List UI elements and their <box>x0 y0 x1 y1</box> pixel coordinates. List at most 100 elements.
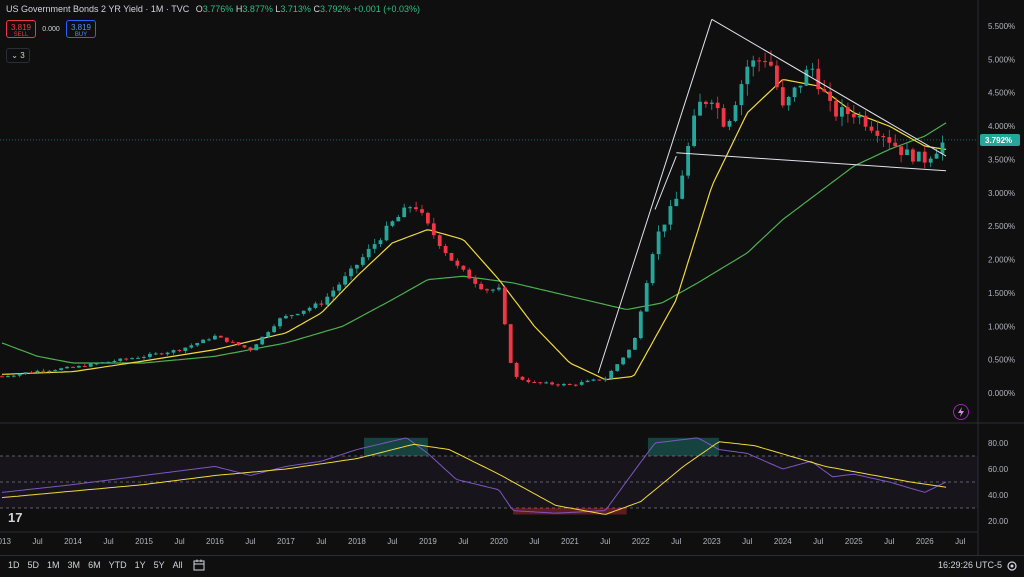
flash-icon[interactable] <box>953 404 969 420</box>
timeframe-all[interactable]: All <box>172 560 183 570</box>
time-tick-label: Jul <box>245 537 255 546</box>
timeframe-1y[interactable]: 1Y <box>134 560 146 570</box>
candle-body <box>59 368 63 371</box>
candle-body <box>443 246 448 253</box>
candle-body <box>851 113 856 118</box>
candle-body <box>863 115 868 127</box>
timeframe-5y[interactable]: 5Y <box>153 560 165 570</box>
timeframe-1m[interactable]: 1M <box>47 560 60 570</box>
candle-body <box>680 175 685 199</box>
candle-body <box>627 349 631 358</box>
candle-body <box>207 339 211 341</box>
timeframe-ytd[interactable]: YTD <box>108 560 127 570</box>
low-key: L <box>275 4 281 14</box>
candle-body <box>550 382 554 385</box>
gear-icon[interactable] <box>1006 559 1018 571</box>
candle-body <box>638 311 643 339</box>
candle-body <box>715 102 720 109</box>
candle-body <box>213 335 217 340</box>
candle-body <box>763 61 767 63</box>
candle-body <box>467 269 472 279</box>
time-tick-label: 2014 <box>64 537 82 546</box>
trendline <box>654 155 677 210</box>
time-tick-label: 2016 <box>206 537 224 546</box>
candle-body <box>621 357 625 365</box>
candle-body <box>189 345 194 348</box>
candle-body <box>508 324 513 363</box>
candle-body <box>656 231 661 255</box>
candle-body <box>875 130 880 136</box>
candle-body <box>272 326 276 333</box>
candle-body <box>437 235 442 246</box>
candle-body <box>828 91 832 101</box>
last-price-badge <box>980 134 1020 146</box>
candle-body <box>6 376 10 378</box>
candle-body <box>248 347 253 351</box>
sell-label: SELL <box>13 32 29 38</box>
candle-body <box>301 310 306 314</box>
candle-body <box>313 303 318 308</box>
indicators-count: 3 <box>20 51 25 60</box>
clock-timezone[interactable]: 16:29:26 UTC-5 <box>937 560 1002 570</box>
candle-body <box>775 65 779 88</box>
candle-body <box>585 380 590 383</box>
candle-body <box>692 115 696 146</box>
candle-body <box>378 240 383 245</box>
candle-body <box>840 107 844 117</box>
candle-body <box>148 353 152 357</box>
candle-body <box>130 358 134 360</box>
candle-body <box>195 343 200 346</box>
trendline <box>597 19 713 374</box>
candle-body <box>485 289 489 291</box>
candle-body <box>77 365 81 368</box>
candle-body <box>650 254 655 284</box>
sell-button[interactable]: 3.819 SELL <box>6 20 36 38</box>
time-tick-label: 2018 <box>348 537 366 546</box>
candle-body <box>295 313 300 316</box>
time-tick-label: Jul <box>458 537 468 546</box>
timeframe-6m[interactable]: 6M <box>88 560 101 570</box>
time-tick-label: Jul <box>529 537 539 546</box>
candle-body <box>112 361 117 362</box>
candle-body <box>372 244 377 249</box>
candle-body <box>905 149 909 155</box>
timeframe-3m[interactable]: 3M <box>67 560 81 570</box>
candle-body <box>556 384 560 386</box>
candle-body <box>893 142 898 147</box>
candle-body <box>857 115 862 118</box>
buy-button[interactable]: 3.819 BUY <box>66 20 96 38</box>
candle-body <box>431 223 436 236</box>
candle-body <box>698 101 702 116</box>
calendar-range-icon[interactable] <box>192 558 206 572</box>
candle-body <box>47 370 52 372</box>
high-value: 3.877% <box>242 4 273 14</box>
candle-body <box>562 384 566 386</box>
candle-body <box>479 283 483 290</box>
chevron-down-icon: ⌄ <box>11 51 18 60</box>
timeframe-1d[interactable]: 1D <box>8 560 20 570</box>
candle-body <box>106 361 111 363</box>
candle-body <box>934 153 939 159</box>
trendline <box>711 18 947 157</box>
candle-body <box>242 345 247 348</box>
candle-body <box>461 265 466 270</box>
time-tick-label: Jul <box>813 537 823 546</box>
candle-body <box>142 356 146 358</box>
timeframe-5d[interactable]: 5D <box>27 560 40 570</box>
candle-body <box>668 206 673 225</box>
close-key: C <box>313 4 320 14</box>
symbol-title[interactable]: US Government Bonds 2 YR Yield · 1M · TV… <box>6 4 190 14</box>
candle-body <box>41 370 46 372</box>
candle-body <box>686 146 690 176</box>
candle-body <box>171 350 176 353</box>
candle-body <box>355 264 359 269</box>
candle-body <box>940 142 945 154</box>
candle-body <box>11 375 16 377</box>
time-tick-label: Jul <box>103 537 113 546</box>
candle-body <box>100 362 105 364</box>
price-tick-label: 5.000% <box>988 55 1015 64</box>
indicators-toggle[interactable]: ⌄ 3 <box>6 48 30 63</box>
candle-body <box>887 137 892 143</box>
bottom-toolbar: 1D 5D 1M 3M 6M YTD 1Y 5Y All 16:29:26 UT… <box>0 555 1024 576</box>
